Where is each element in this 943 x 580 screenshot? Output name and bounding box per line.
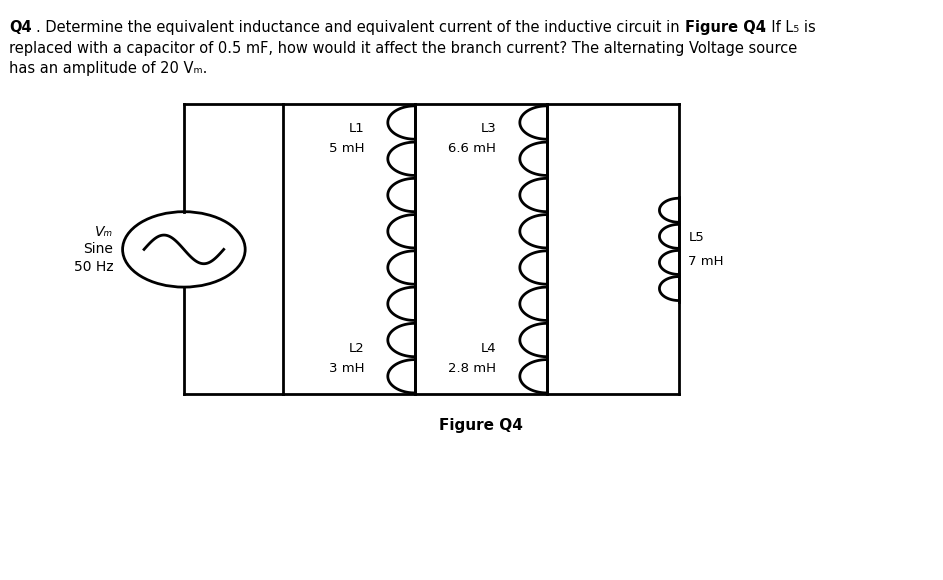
Text: replaced with a capacitor of 0.5 mF, how would it affect the branch current? The: replaced with a capacitor of 0.5 mF, how…: [9, 41, 798, 56]
Text: . Determine the equivalent inductance and equivalent current of the inductive ci: . Determine the equivalent inductance an…: [36, 20, 684, 35]
Text: 7 mH: 7 mH: [688, 255, 724, 267]
Text: 2.8 mH: 2.8 mH: [448, 362, 496, 375]
Text: Vₘ: Vₘ: [95, 225, 113, 239]
Text: Figure Q4: Figure Q4: [439, 418, 522, 433]
Text: 50 Hz: 50 Hz: [74, 260, 113, 274]
Text: Figure Q4: Figure Q4: [685, 20, 766, 35]
Text: L3: L3: [481, 122, 496, 135]
Text: L4: L4: [481, 342, 496, 355]
Text: Q4: Q4: [9, 20, 32, 35]
Text: L5: L5: [688, 231, 704, 244]
Text: L2: L2: [349, 342, 364, 355]
Text: 6.6 mH: 6.6 mH: [448, 142, 496, 155]
Text: . If L₅ is: . If L₅ is: [762, 20, 816, 35]
Text: 5 mH: 5 mH: [329, 142, 364, 155]
Text: 3 mH: 3 mH: [329, 362, 364, 375]
Text: Sine: Sine: [83, 242, 113, 256]
Text: L1: L1: [349, 122, 364, 135]
Text: has an amplitude of 20 Vₘ.: has an amplitude of 20 Vₘ.: [9, 61, 207, 76]
